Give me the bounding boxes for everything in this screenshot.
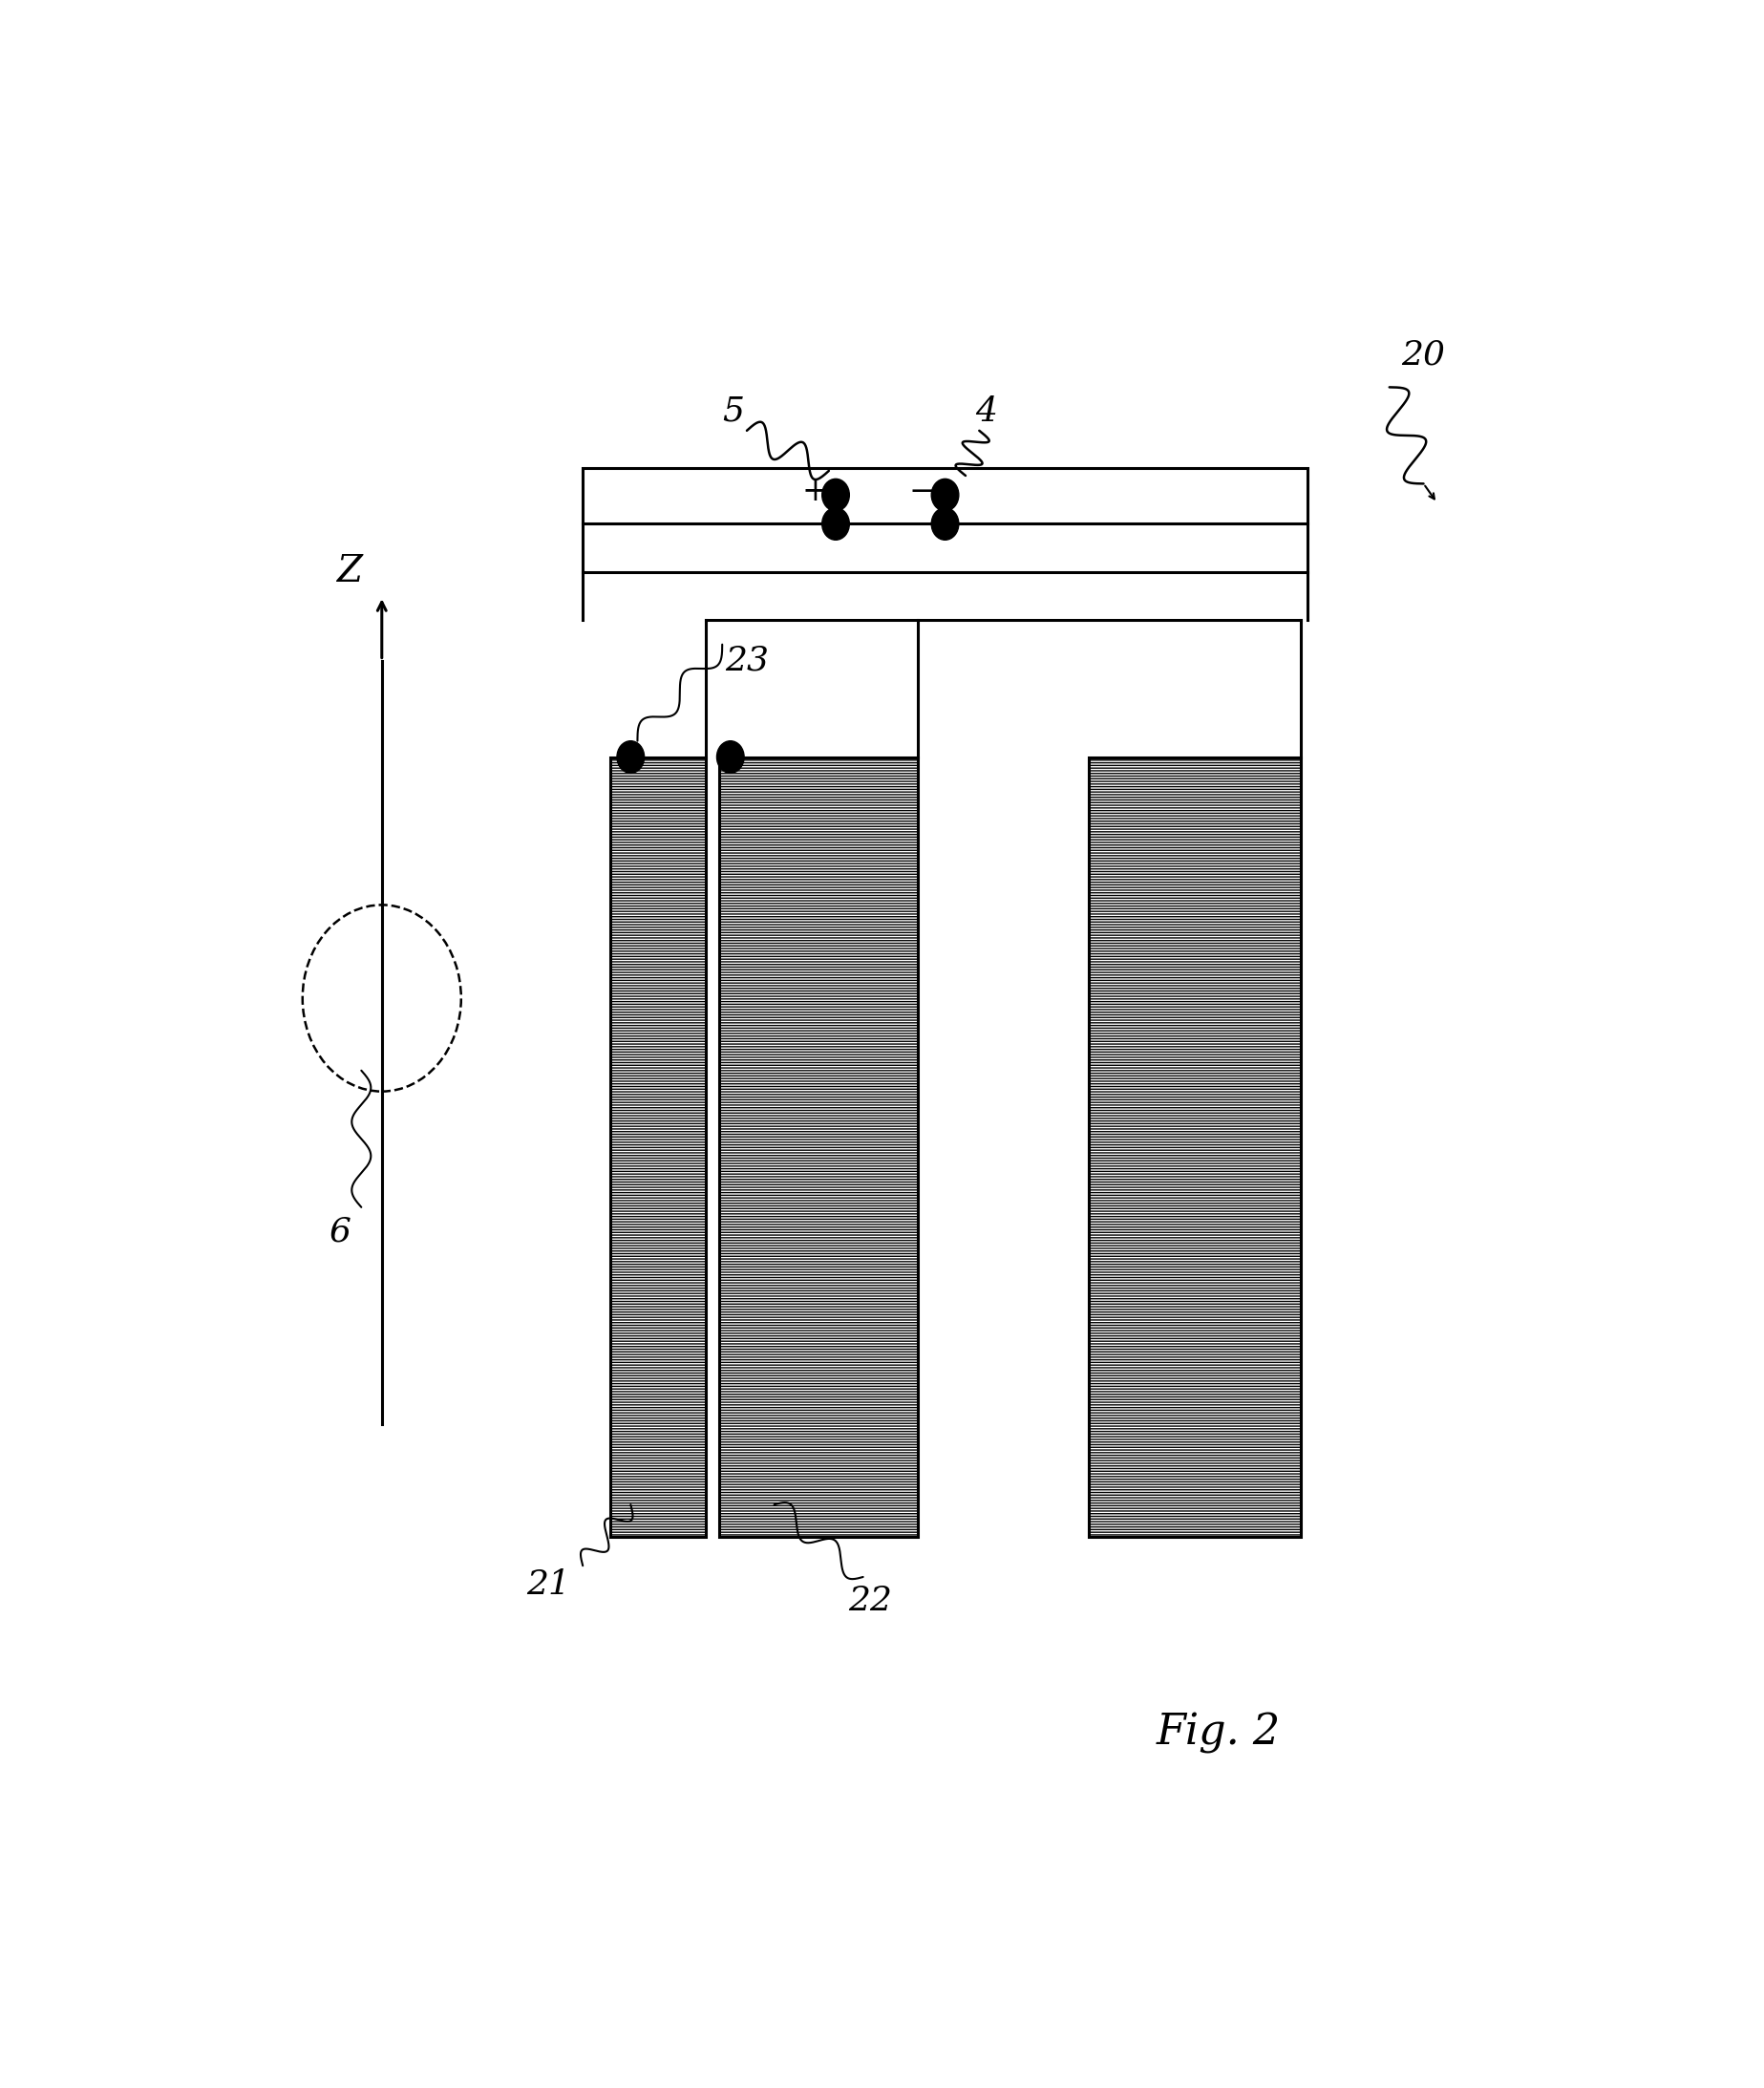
Text: −: − bbox=[908, 476, 935, 507]
Text: 23: 23 bbox=[725, 645, 769, 677]
Circle shape bbox=[931, 478, 960, 512]
Bar bbox=[1088, 758, 1300, 1537]
Text: 4: 4 bbox=[975, 395, 997, 428]
Circle shape bbox=[716, 741, 744, 773]
Text: 5: 5 bbox=[721, 395, 744, 428]
Bar bbox=[720, 758, 917, 1537]
Circle shape bbox=[822, 478, 850, 512]
Circle shape bbox=[617, 741, 644, 773]
Bar bbox=[610, 758, 706, 1537]
Circle shape bbox=[822, 507, 850, 541]
Text: 22: 22 bbox=[848, 1585, 893, 1618]
Text: 6: 6 bbox=[330, 1215, 351, 1247]
Circle shape bbox=[931, 507, 960, 541]
Text: 21: 21 bbox=[527, 1568, 570, 1601]
Text: Fig. 2: Fig. 2 bbox=[1155, 1712, 1281, 1754]
Text: +: + bbox=[803, 476, 829, 507]
Text: Z: Z bbox=[337, 555, 363, 589]
Text: 20: 20 bbox=[1402, 338, 1445, 372]
Bar bbox=[582, 468, 1307, 572]
